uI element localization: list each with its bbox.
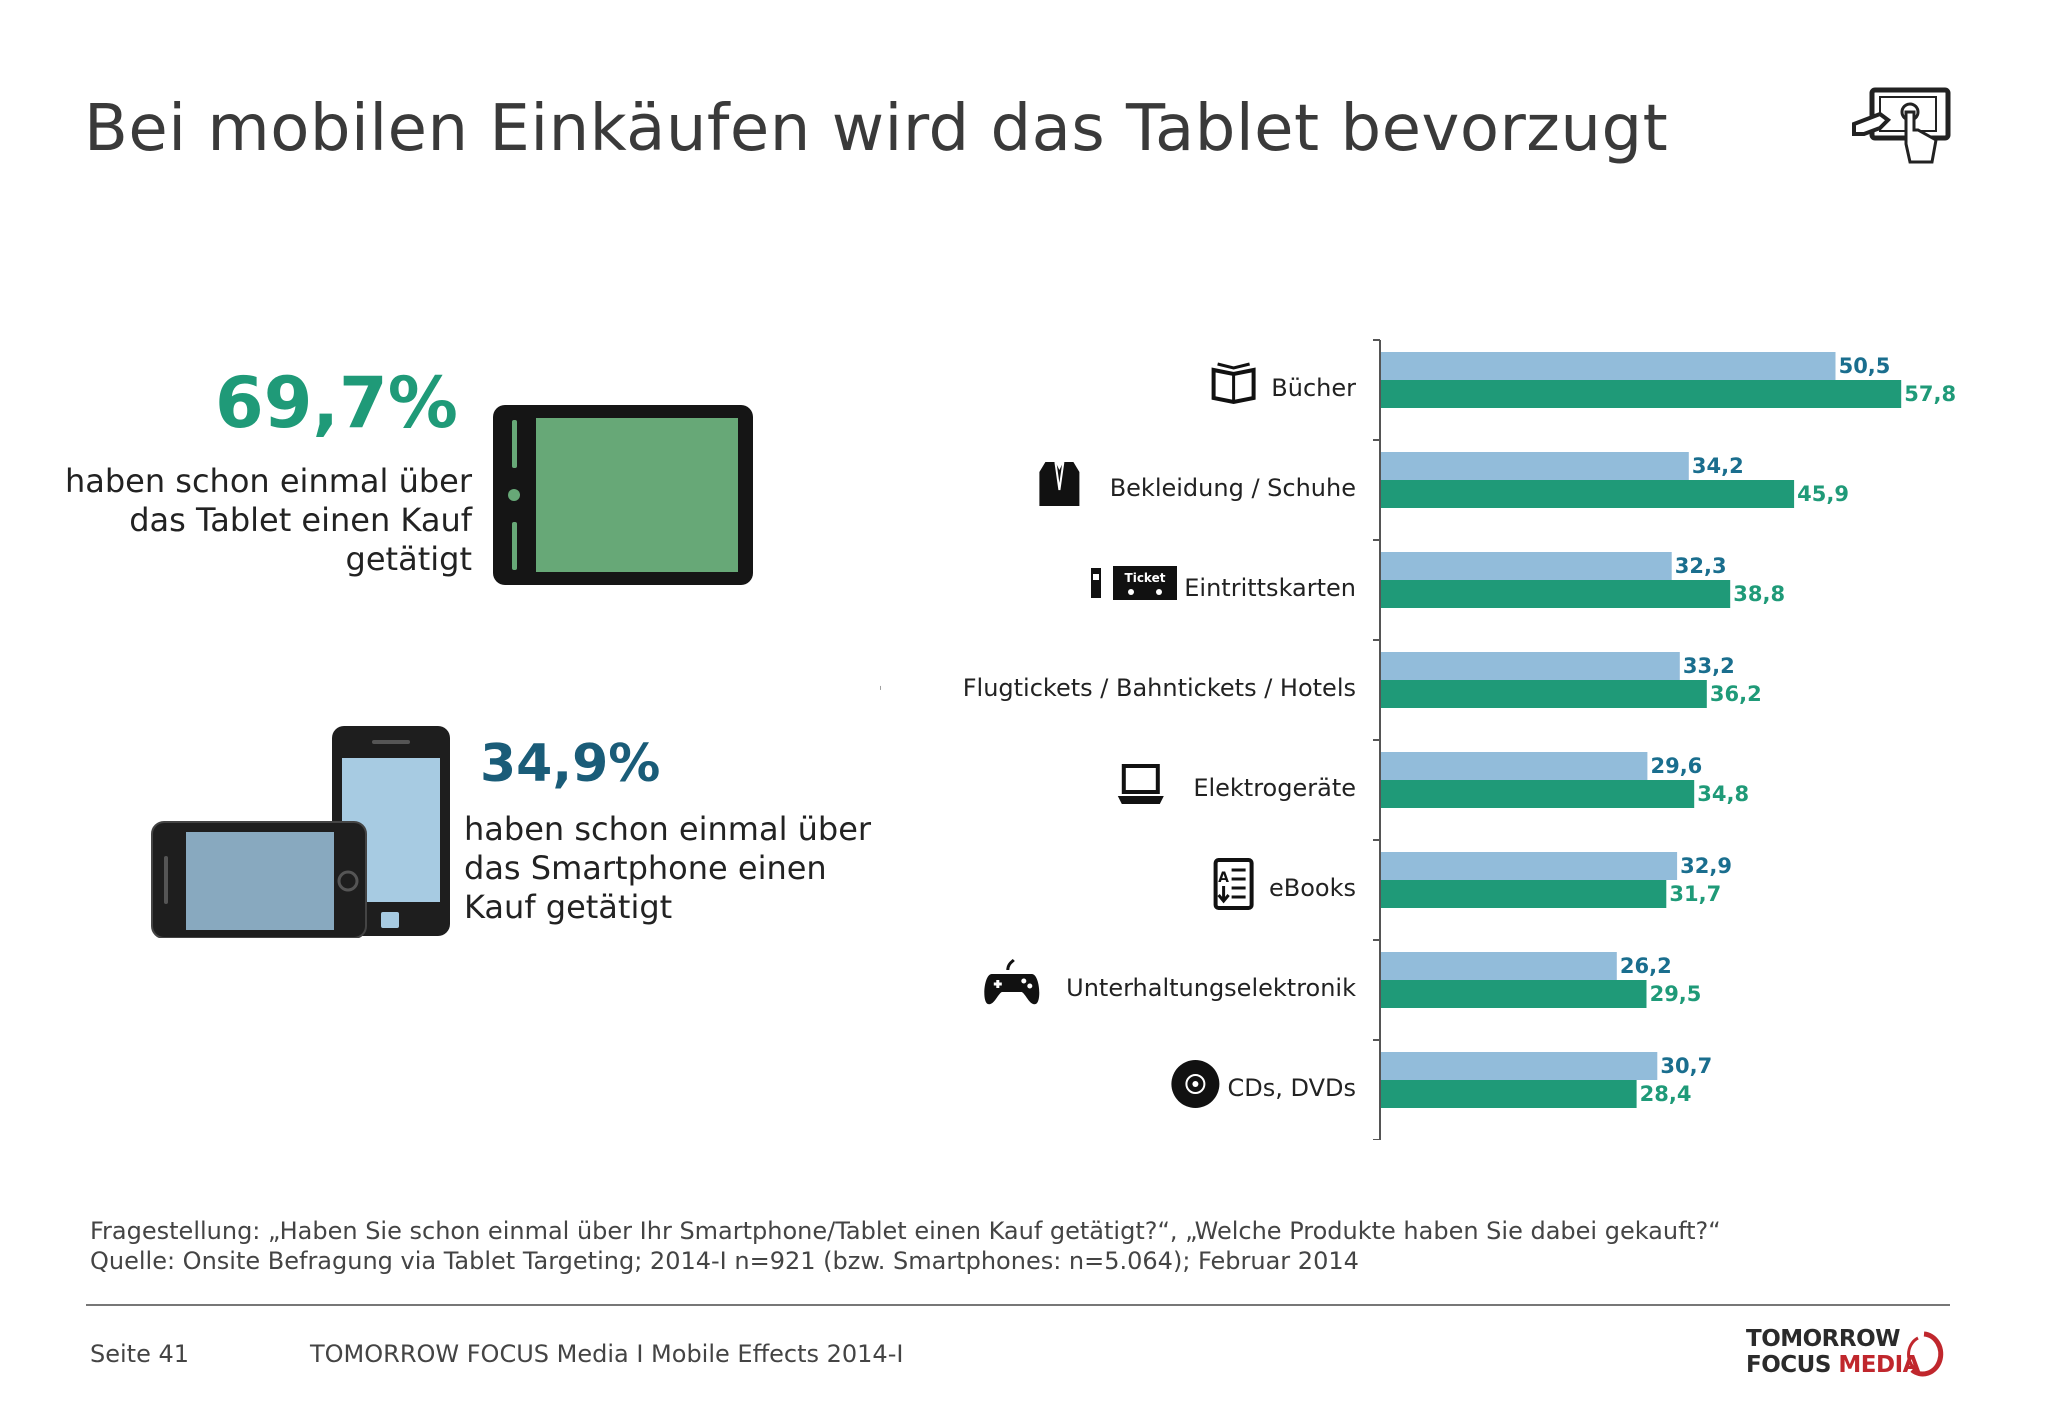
- cd-icon: [1171, 1060, 1220, 1108]
- laptop-icon: [1117, 764, 1164, 804]
- bar-value-label: 45,9: [1797, 482, 1849, 506]
- page-number: Seite 41: [90, 1340, 190, 1368]
- tablet-text-line: getätigt: [345, 540, 472, 578]
- page-title: Bei mobilen Einkäufen wird das Tablet be…: [84, 92, 1669, 166]
- bar: [1381, 680, 1707, 708]
- tablet-percentage: 69,7%: [215, 362, 458, 444]
- bar: [1381, 552, 1672, 580]
- category-label: Unterhaltungselektronik: [1066, 974, 1356, 1002]
- smartphone-text-line: das Smartphone einen: [464, 849, 827, 887]
- bar-value-label: 50,5: [1839, 354, 1891, 378]
- bar-value-label: 31,7: [1669, 882, 1721, 906]
- category-label: eBooks: [1269, 874, 1356, 902]
- smartphone-description: haben schon einmal über das Smartphone e…: [464, 810, 904, 927]
- bar: [1381, 952, 1617, 980]
- smartphone-text-line: Kauf getätigt: [464, 888, 673, 926]
- book-icon: [1211, 362, 1256, 405]
- bar: [1381, 652, 1680, 680]
- bar-value-label: 36,2: [1710, 682, 1762, 706]
- tablet-text-line: das Tablet einen Kauf: [129, 501, 472, 539]
- footer-title: TOMORROW FOCUS Media I Mobile Effects 20…: [310, 1340, 904, 1368]
- source-text: Quelle: Onsite Befragung via Tablet Targ…: [90, 1247, 1359, 1275]
- bar: [1381, 1052, 1658, 1080]
- logo-word-focus: FOCUS: [1746, 1352, 1831, 1378]
- gamepad-icon: [984, 958, 1040, 1005]
- tablet-description: haben schon einmal über das Tablet einen…: [40, 462, 472, 579]
- category-label: CDs, DVDs: [1228, 1074, 1356, 1102]
- bar: [1381, 380, 1902, 408]
- logo-line2: FOCUS MEDIA: [1746, 1352, 1920, 1378]
- bar: [1381, 1080, 1637, 1108]
- bar: [1381, 752, 1648, 780]
- company-logo: TOMORROW FOCUS MEDIA: [1746, 1326, 1956, 1382]
- bar: [1381, 352, 1836, 380]
- category-label: Eintrittskarten: [1184, 574, 1356, 602]
- bar-value-label: 34,2: [1692, 454, 1744, 478]
- bar-value-label: 32,3: [1675, 554, 1727, 578]
- bar-value-label: 38,8: [1733, 582, 1785, 606]
- bar: [1381, 580, 1731, 608]
- bar: [1381, 452, 1689, 480]
- bar-value-label: 29,6: [1650, 754, 1702, 778]
- bar: [1381, 980, 1647, 1008]
- category-label: Flugtickets / Bahntickets / Hotels: [963, 674, 1356, 702]
- tablet-icon: [490, 402, 756, 588]
- category-label: Elektrogeräte: [1193, 774, 1356, 802]
- tablet-touch-icon: [1850, 84, 1952, 166]
- question-text: Fragestellung: „Haben Sie schon einmal ü…: [90, 1217, 1721, 1245]
- bar-value-label: 26,2: [1620, 954, 1672, 978]
- svg-text:Ticket: Ticket: [1125, 571, 1166, 585]
- bar-value-label: 28,4: [1640, 1082, 1692, 1106]
- bar-value-label: 33,2: [1683, 654, 1735, 678]
- logo-ring-icon: [1907, 1331, 1944, 1377]
- svg-text:A: A: [1218, 870, 1229, 886]
- bar-value-label: 34,8: [1697, 782, 1749, 806]
- smartphones-icon: [150, 724, 454, 938]
- logo-word-media: MEDIA: [1838, 1352, 1920, 1378]
- bar-value-label: 32,9: [1680, 854, 1732, 878]
- ebook-icon: A: [1213, 858, 1254, 910]
- bar: [1381, 780, 1695, 808]
- tablet-text-line: haben schon einmal über: [64, 462, 472, 500]
- jacket-icon: [1039, 461, 1080, 506]
- smartphone-percentage: 34,9%: [480, 734, 661, 794]
- logo-line1: TOMORROW: [1746, 1326, 1901, 1352]
- category-label: Bekleidung / Schuhe: [1110, 474, 1356, 502]
- category-bar-chart: Bücher 50,5 57,8 Bekleidung / Schuhe 34,2 45,…: [880, 339, 1956, 1140]
- bar: [1381, 480, 1795, 508]
- bar-value-label: 57,8: [1904, 382, 1956, 406]
- bar-value-label: 29,5: [1650, 982, 1702, 1006]
- bar-value-label: 30,7: [1660, 1054, 1712, 1078]
- smartphone-text-line: haben schon einmal über: [464, 810, 872, 848]
- bar: [1381, 852, 1678, 880]
- footnote: Fragestellung: „Haben Sie schon einmal ü…: [90, 1216, 1721, 1276]
- bar: [1381, 880, 1667, 908]
- footer-divider: [86, 1304, 1950, 1306]
- ticket-icon: Ticket: [1091, 566, 1177, 600]
- category-label: Bücher: [1271, 374, 1356, 402]
